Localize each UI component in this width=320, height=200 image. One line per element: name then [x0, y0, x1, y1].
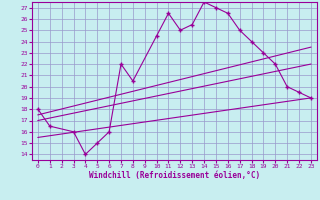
X-axis label: Windchill (Refroidissement éolien,°C): Windchill (Refroidissement éolien,°C): [89, 171, 260, 180]
